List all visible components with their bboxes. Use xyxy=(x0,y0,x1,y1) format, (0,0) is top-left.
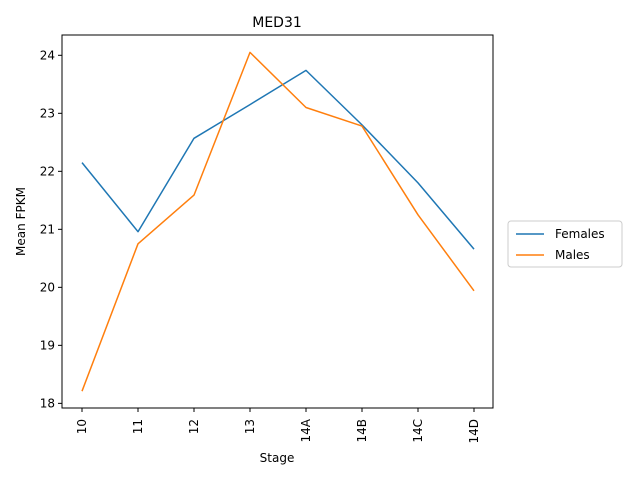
x-tick-label: 12 xyxy=(187,419,201,434)
x-tick-label: 13 xyxy=(243,419,257,434)
series-line-females xyxy=(81,69,475,250)
y-axis-label: Mean FPKM xyxy=(14,187,28,256)
y-tick-label: 23 xyxy=(40,106,55,120)
y-axis: 18 19 20 21 22 23 24 xyxy=(40,48,62,410)
y-tick-label: 24 xyxy=(40,48,55,62)
x-tick-label: 14A xyxy=(299,418,313,442)
y-tick-label: 22 xyxy=(40,164,55,178)
x-tick-label: 11 xyxy=(131,419,145,434)
series-line-males xyxy=(81,51,475,392)
legend-label: Males xyxy=(555,248,590,262)
y-tick-label: 19 xyxy=(40,338,55,352)
chart-title: MED31 xyxy=(252,15,302,31)
x-tick-label: 14D xyxy=(467,419,481,444)
x-tick-label: 10 xyxy=(75,419,89,434)
plot-frame xyxy=(61,34,494,409)
y-tick-label: 21 xyxy=(40,222,55,236)
legend-label: Females xyxy=(555,227,605,241)
x-axis-label: Stage xyxy=(260,451,295,465)
x-axis: 10 11 12 13 14A 14B 14C 14D xyxy=(75,408,481,444)
legend: Females Males xyxy=(507,220,623,268)
x-tick-label: 14B xyxy=(355,419,369,443)
y-tick-label: 18 xyxy=(40,396,55,410)
series-layer xyxy=(81,51,475,392)
x-tick-label: 14C xyxy=(411,419,425,443)
y-tick-label: 20 xyxy=(40,280,55,294)
